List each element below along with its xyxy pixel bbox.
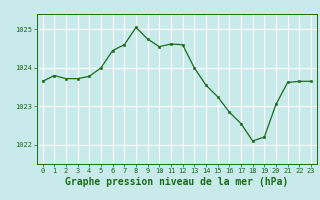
- X-axis label: Graphe pression niveau de la mer (hPa): Graphe pression niveau de la mer (hPa): [65, 177, 288, 187]
